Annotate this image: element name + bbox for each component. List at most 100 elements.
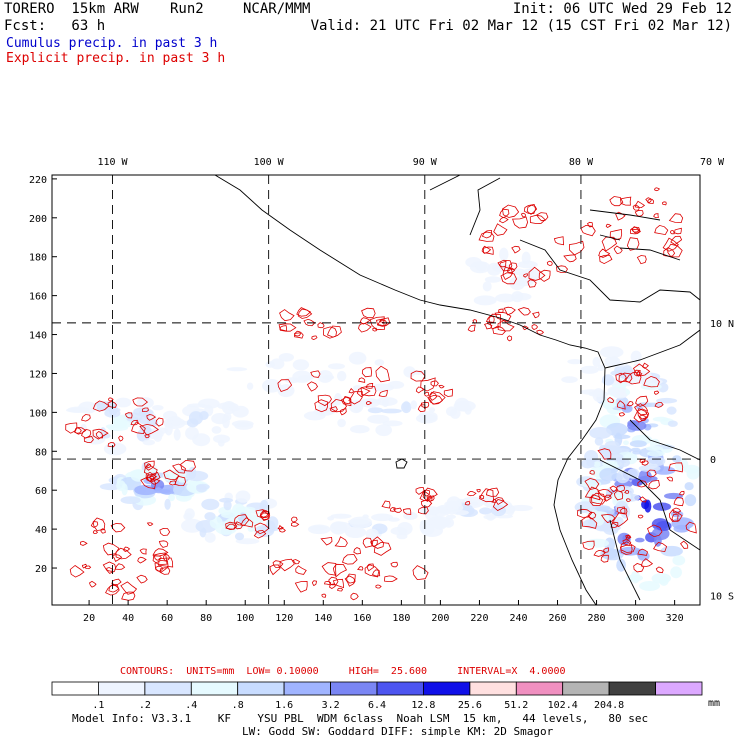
- explicit-contour: [613, 245, 623, 255]
- x-tick-label: 260: [548, 613, 566, 624]
- explicit-contour: [498, 217, 509, 224]
- x-tick-label: 180: [392, 613, 410, 624]
- explicit-contour: [145, 463, 152, 469]
- yucatan-coast: [429, 175, 700, 303]
- cumulus-cell: [196, 483, 210, 490]
- cumulus-cell: [204, 532, 216, 543]
- explicit-contour: [653, 542, 668, 553]
- explicit-contour: [311, 335, 318, 341]
- colorbar-swatch: [330, 681, 378, 696]
- explicit-contour: [291, 516, 298, 523]
- explicit-contour: [587, 511, 597, 520]
- explicit-contour: [600, 554, 609, 563]
- explicit-contour: [609, 196, 624, 207]
- explicit-contour: [278, 323, 297, 332]
- cumulus-cell: [349, 516, 373, 528]
- explicit-contour: [132, 397, 149, 407]
- explicit-contour: [420, 401, 430, 409]
- explicit-contour: [603, 494, 612, 502]
- explicit-contour: [646, 524, 663, 538]
- explicit-contour: [494, 311, 512, 322]
- explicit-contour: [81, 563, 88, 569]
- explicit-contour: [485, 315, 495, 323]
- explicit-contour: [350, 592, 359, 601]
- explicit-contour: [581, 515, 598, 529]
- cumulus-legend: Cumulus precip. in past 3 h: [6, 36, 218, 51]
- cumulus-cell: [468, 501, 479, 506]
- cumulus-cell: [211, 426, 222, 434]
- explicit-contour: [379, 319, 385, 323]
- cumulus-cell: [484, 276, 502, 283]
- explicit-contour: [603, 547, 610, 553]
- explicit-contour: [323, 580, 332, 586]
- central-america-coast: [214, 175, 606, 605]
- cumulus-cell: [136, 397, 154, 409]
- cumulus-cell: [666, 406, 677, 415]
- explicit-contour: [508, 262, 518, 270]
- cumulus-cell: [381, 398, 389, 408]
- cumulus-cell: [444, 500, 463, 508]
- explicit-contour: [599, 254, 613, 265]
- longitude-label: 70 W: [700, 157, 725, 168]
- explicit-contour: [332, 578, 345, 589]
- explicit-contour: [529, 214, 546, 225]
- explicit-contour: [423, 489, 430, 497]
- explicit-contour: [80, 540, 88, 546]
- explicit-contour: [346, 573, 356, 584]
- cumulus-cell: [155, 487, 163, 493]
- cumulus-cell: [589, 427, 612, 439]
- explicit-contour: [648, 479, 660, 490]
- cumulus-cell: [359, 398, 380, 408]
- cumulus-cell: [603, 524, 619, 535]
- cumulus-cell: [495, 293, 517, 303]
- cumulus-cell: [235, 490, 251, 503]
- explicit-contour: [163, 469, 180, 481]
- explicit-contour: [419, 490, 432, 502]
- cumulus-cell: [599, 468, 618, 482]
- cumulus-cell: [78, 401, 97, 414]
- cumulus-cell: [234, 422, 254, 430]
- cumulus-cell: [639, 475, 658, 482]
- explicit-contour: [476, 488, 481, 493]
- y-tick-label: 180: [29, 253, 47, 264]
- explicit-contour: [412, 565, 429, 581]
- cumulus-cell: [352, 385, 363, 391]
- explicit-contour: [632, 204, 640, 211]
- cumulus-cell: [277, 384, 295, 398]
- explicit-contour: [633, 369, 641, 377]
- colorbar-swatch: [515, 681, 564, 696]
- explicit-contour: [643, 375, 660, 388]
- explicit-contour: [670, 235, 683, 246]
- explicit-contour: [124, 412, 133, 419]
- explicit-contour: [483, 246, 494, 255]
- explicit-contour: [348, 387, 354, 394]
- explicit-contour: [638, 414, 647, 422]
- cumulus-cell: [450, 408, 461, 419]
- cumulus-cell: [652, 416, 669, 422]
- explicit-contour: [169, 480, 177, 486]
- cumulus-cell: [163, 410, 178, 421]
- explicit-contour: [85, 565, 92, 570]
- explicit-contour: [334, 536, 348, 548]
- cumulus-cell: [403, 366, 416, 378]
- cumulus-cell: [116, 480, 126, 491]
- x-tick-label: 200: [431, 613, 449, 624]
- cumulus-cell: [204, 512, 216, 521]
- explicit-contour: [483, 323, 493, 330]
- explicit-contour: [600, 513, 616, 523]
- explicit-contour: [655, 566, 664, 574]
- cumulus-cell: [475, 261, 488, 272]
- explicit-contour: [378, 389, 388, 398]
- explicit-contour: [632, 363, 651, 377]
- cumulus-cell: [333, 393, 343, 406]
- colorbar-label: 6.4: [368, 700, 386, 711]
- cumulus-cell: [630, 570, 641, 584]
- explicit-contour: [310, 370, 321, 378]
- colorbar-swatch: [51, 681, 99, 696]
- cumulus-cell: [380, 408, 402, 414]
- cumulus-cell: [317, 370, 334, 383]
- explicit-contour: [340, 396, 352, 407]
- explicit-contour: [478, 231, 495, 242]
- explicit-contour: [108, 583, 120, 593]
- x-tick-label: 80: [200, 613, 212, 624]
